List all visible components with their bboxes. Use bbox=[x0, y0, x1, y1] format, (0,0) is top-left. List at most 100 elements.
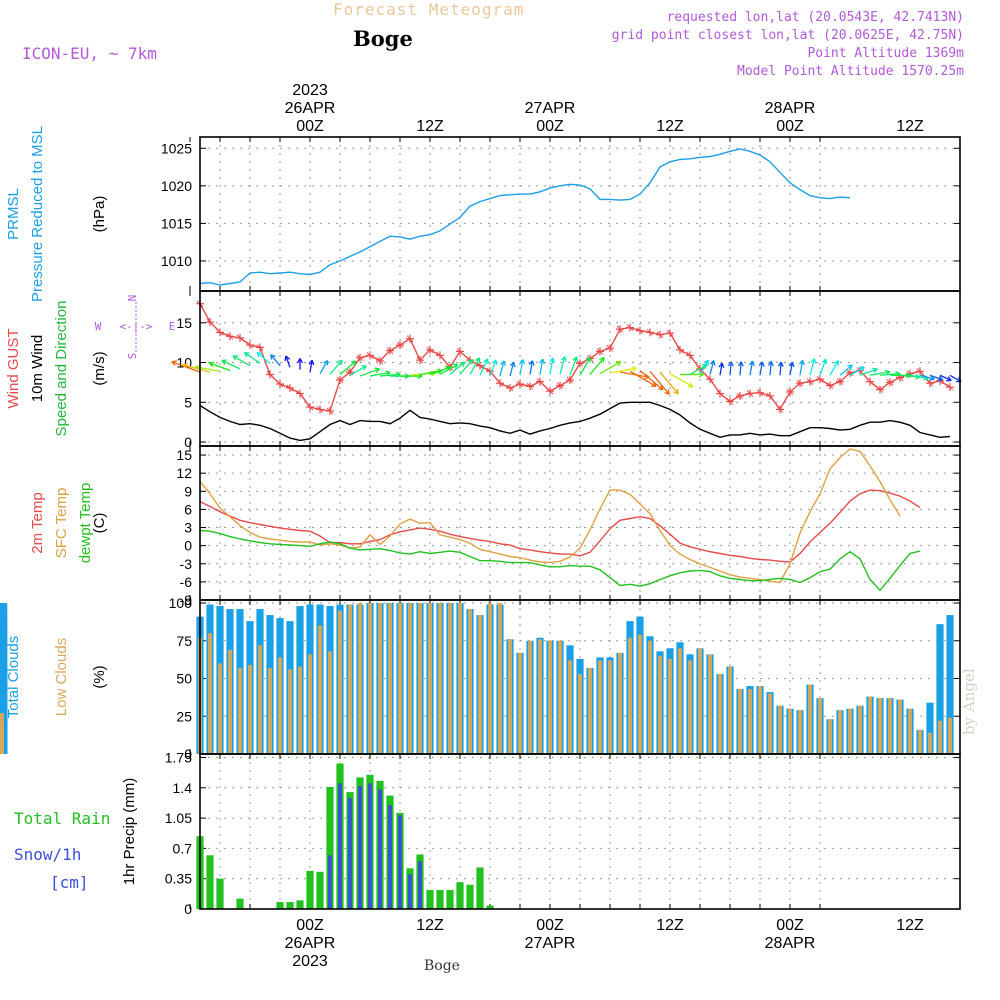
gust-marker-d bbox=[306, 403, 314, 411]
arrow-head bbox=[847, 364, 853, 367]
clouds-bar-low_clouds bbox=[788, 708, 792, 754]
wind-direction-arrow bbox=[859, 367, 878, 376]
gust-marker-d bbox=[946, 383, 954, 391]
top-time-label: 26APR bbox=[285, 100, 336, 117]
gust-marker bbox=[436, 351, 444, 360]
gust-marker bbox=[266, 370, 274, 379]
clouds-bar-low_clouds bbox=[568, 660, 572, 754]
temp-line-temp2m bbox=[199, 489, 921, 563]
clouds-bar-low_clouds bbox=[648, 640, 652, 754]
arrow-shaft bbox=[559, 356, 566, 375]
y-tick-label: -3 bbox=[180, 556, 193, 572]
clouds-bar-low_clouds bbox=[748, 689, 752, 754]
y-axis-label: (m/s) bbox=[91, 351, 108, 385]
compass-label: W bbox=[95, 320, 102, 333]
arrow-shaft bbox=[649, 370, 670, 395]
precip-bar-rain bbox=[286, 902, 294, 909]
arrow-head bbox=[664, 391, 670, 395]
arrow-head bbox=[585, 357, 591, 361]
top-time-label: 12Z bbox=[656, 118, 684, 135]
arrow-head bbox=[270, 354, 273, 360]
clouds-bar-low_clouds bbox=[818, 698, 822, 754]
gust-marker-d bbox=[856, 367, 864, 374]
point-altitude: Point Altitude 1369m bbox=[807, 46, 964, 61]
side-label: SFC Temp bbox=[53, 488, 70, 559]
precip-bar-rain bbox=[486, 905, 494, 909]
grid-point-coords: grid point closest lon,lat (20.0625E, 42… bbox=[611, 28, 964, 43]
precip-bar-rain bbox=[296, 900, 304, 909]
y-tick-label: 1.05 bbox=[165, 810, 192, 826]
arrow-shaft bbox=[789, 362, 793, 376]
clouds-bar-low_clouds bbox=[248, 664, 252, 754]
panel-pressure: 1010 1015 1020 1025 bbox=[161, 136, 961, 292]
precip-bar-snow bbox=[378, 789, 382, 909]
arrow-head bbox=[833, 360, 839, 364]
gust-marker bbox=[366, 351, 374, 360]
gust-marker bbox=[276, 380, 284, 388]
y-tick-label: 75 bbox=[176, 633, 192, 649]
clouds-bar-low_clouds bbox=[418, 603, 422, 754]
gust-marker bbox=[886, 378, 894, 387]
arrow-shaft bbox=[919, 374, 935, 380]
arrow-head bbox=[576, 356, 579, 362]
gust-marker bbox=[756, 388, 764, 397]
clouds-bar-low_clouds bbox=[238, 667, 242, 754]
arrow-head bbox=[770, 361, 774, 367]
arrow-head bbox=[182, 364, 188, 369]
arrow-shaft bbox=[349, 365, 367, 376]
gust-marker bbox=[746, 389, 754, 398]
arrow-head bbox=[703, 359, 709, 364]
gust-marker-d bbox=[206, 318, 214, 326]
y-tick-label: 100 bbox=[169, 595, 193, 611]
y-tick-label: 0 bbox=[184, 538, 192, 554]
arrow-head bbox=[495, 359, 498, 365]
wind-direction-arrow bbox=[939, 374, 952, 382]
arrow-head bbox=[437, 370, 443, 375]
y-tick-label: 1.75 bbox=[165, 749, 192, 765]
gust-marker-d bbox=[656, 331, 664, 339]
clouds-bar-low_clouds bbox=[328, 651, 332, 754]
gust-marker-d bbox=[866, 378, 874, 385]
wind-direction-arrow bbox=[758, 361, 765, 376]
wind-direction-arrow bbox=[727, 361, 734, 376]
clouds-bar-low_clouds bbox=[508, 639, 512, 754]
gust-marker-d bbox=[316, 406, 324, 413]
clouds-bar-low_clouds bbox=[628, 637, 632, 754]
clouds-bar-low_clouds bbox=[358, 603, 362, 754]
gust-marker-d bbox=[416, 356, 424, 364]
precip-bar-rain bbox=[426, 889, 434, 909]
clouds-bar-low_clouds bbox=[708, 654, 712, 754]
precip-bar-snow bbox=[418, 861, 422, 909]
gust-marker-d bbox=[546, 387, 554, 395]
arrow-head bbox=[454, 363, 459, 369]
compass-label: N bbox=[126, 295, 139, 302]
arrow-shaft bbox=[879, 372, 900, 376]
precip-bar-snow bbox=[348, 798, 352, 909]
clouds-bar-low_clouds bbox=[798, 710, 802, 754]
arrow-head bbox=[417, 375, 423, 380]
clouds-bar-total_clouds bbox=[936, 624, 944, 754]
side-label: 2m Temp bbox=[29, 492, 46, 553]
clouds-bar-low_clouds bbox=[918, 729, 922, 754]
wind-direction-arrow bbox=[809, 358, 817, 376]
gust-marker bbox=[316, 405, 324, 414]
arrow-head bbox=[171, 360, 177, 363]
wind-direction-arrow bbox=[439, 363, 459, 376]
chart-title: Forecast Meteogram bbox=[333, 0, 525, 19]
clouds-bar-low_clouds bbox=[668, 658, 672, 754]
gust-marker-d bbox=[826, 382, 834, 389]
arrow-shaft bbox=[639, 369, 664, 391]
gust-marker-d bbox=[776, 406, 784, 413]
arrow-head bbox=[431, 372, 437, 377]
arrow-head bbox=[182, 363, 188, 366]
gust-marker-d bbox=[726, 398, 734, 405]
arrow-shaft bbox=[779, 362, 782, 376]
gust-marker bbox=[726, 397, 734, 406]
precip-bar-rain bbox=[276, 902, 284, 909]
bottom-time-label: 12Z bbox=[896, 917, 924, 934]
gust-marker-d bbox=[376, 357, 384, 365]
gust-marker bbox=[256, 343, 264, 352]
arrow-head bbox=[308, 359, 313, 365]
arrow-shaft bbox=[232, 355, 251, 367]
clouds-bar-low_clouds bbox=[638, 634, 642, 754]
